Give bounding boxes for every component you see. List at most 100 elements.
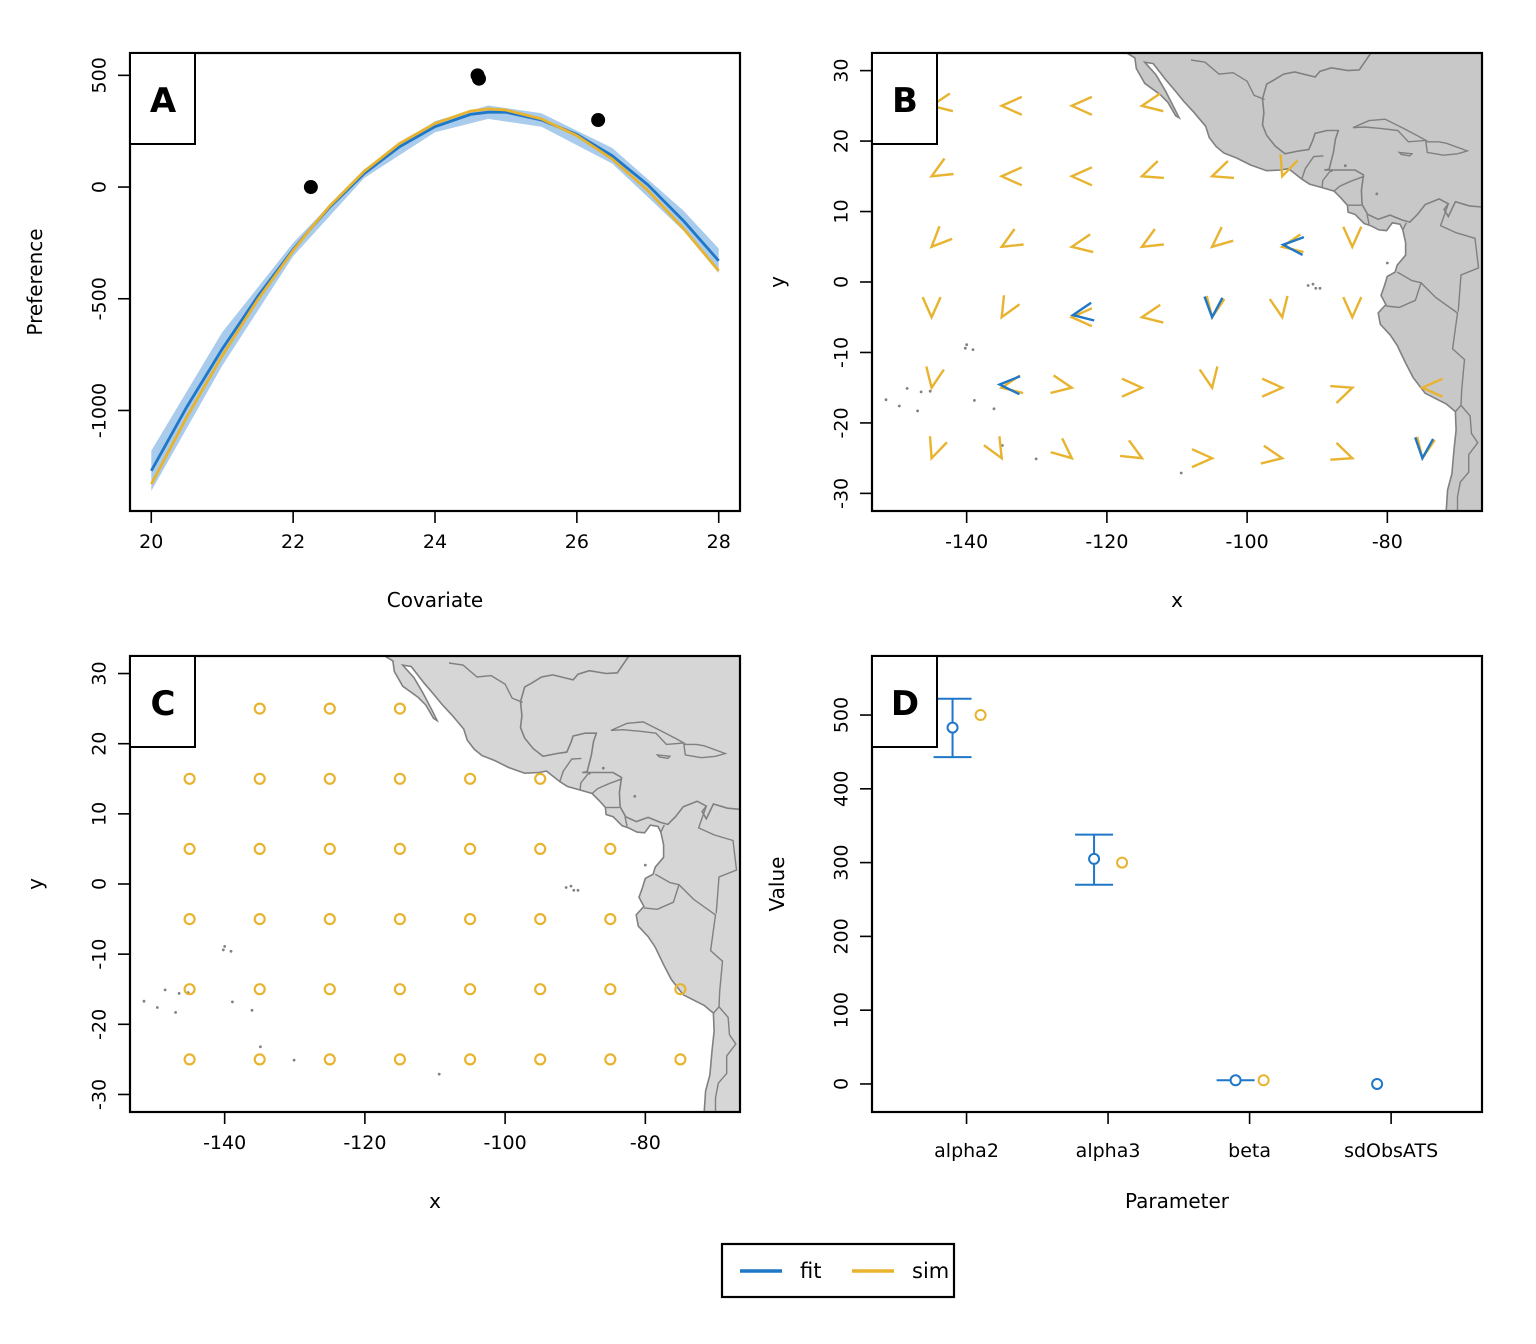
panel-c-point-22 [604,912,617,926]
panel-c-point-0 [253,702,266,715]
panel-a-line-sim [150,107,720,485]
panel-b-islet-0 [1306,284,1310,287]
panel-c-point-12 [393,842,406,856]
panel-b-arrow-sim-1-5 [1261,377,1286,398]
panel-c-point-37 [604,1053,617,1066]
panel-b-arrow-sim-2-6 [1342,296,1363,321]
panel-c-ytick-label-2: -10 [89,939,111,970]
panel-c-island-0 [610,721,687,746]
panel-c-islet-5 [177,992,181,995]
panel-b-border-8 [1420,282,1466,413]
panel-c-point-6 [393,772,406,785]
panel-c-point-10 [253,842,266,856]
panel-c-point-4 [253,772,266,785]
panel-b-islet-2 [1314,286,1318,290]
panel-d-fit-point-2 [1229,1074,1242,1087]
panel-b-letter-box [871,52,938,145]
panel-b-arrow-sim-2-0 [921,296,942,321]
panel-b-xtick-label-3: -80 [1372,531,1403,553]
panel-b-islet-10 [884,398,888,402]
panel-c-point-21 [534,912,547,926]
panel-b-arrow-fit-1 [1070,301,1095,322]
panel-a-point-3 [591,113,606,128]
panel-b-arrow-sim-2-2 [1068,307,1093,328]
panel-b-arrow-sim-3-2 [1068,233,1094,254]
panel-b-island-2 [1397,151,1414,157]
panel-c-point-20 [464,912,477,926]
panel-c-border-3 [591,778,623,795]
panel-c-point-16 [183,912,196,926]
panel-c-border-5 [624,816,628,827]
panel-c-islet-14 [250,1008,254,1012]
panel-b-border-10 [1456,404,1479,511]
panel-c-point-3 [183,772,196,785]
panel-b-islet-4 [905,387,909,390]
panel-b-islet-20 [1385,261,1389,265]
panel-d: alpha2 alpha3 beta sdObsATS 0 100 200 300 400 500… [765,654,1484,1213]
panel-c-islet-0 [564,886,568,889]
panel-c-border-6 [660,824,665,833]
panel-c-point-2 [393,702,406,715]
panel-b-xtick-label-1: -120 [1085,531,1128,553]
panel-b-arrow-sim-3-3 [1139,228,1164,249]
panel-b-arrow-sim-3-0 [929,225,953,249]
panel-c-ylabel: y [23,878,47,890]
panel-d-sim-point-0 [974,709,987,722]
panel-c-point-19 [393,912,406,926]
panel-d-xtick-label-3: sdObsATS [1344,1140,1438,1162]
panel-c-point-26 [393,983,406,996]
panel-b-land [884,53,1482,511]
panel-b-arrow-sim-1-7 [1419,377,1443,398]
panel-b-border-0 [1190,59,1265,101]
panel-b-islet-1 [1311,282,1315,286]
panel-b-arrow-sim-0-3 [1119,439,1145,460]
panel-a-xtick-label-0: 20 [139,531,163,553]
panel-b-border-1 [1301,155,1324,180]
panel-c-islet-4 [163,988,167,992]
panel-a-ylabel: Preference [23,228,47,335]
panel-b-ytick-label-3: 0 [831,276,853,288]
panel-b-arrow-sim-0-1 [983,436,1004,461]
panel-b-ytick-label-4: 10 [831,199,853,223]
panel-b-islet-19 [1343,164,1347,168]
panel-c-point-15 [604,842,617,856]
panel-c-islet-19 [601,766,605,770]
panel-a-letter: A [150,81,177,121]
panel-c-point-18 [323,912,336,926]
panel-c-point-36 [534,1053,547,1066]
panel-b-ytick-label-1: -20 [831,407,853,438]
panel-c-letter: C [151,684,176,724]
panel-b-border-6 [1402,222,1407,231]
panel-c-plot-area [142,656,740,1112]
panel-c-land [142,656,740,1112]
panel-b-letter: B [892,81,918,121]
panel-b-ytick-label-6: 30 [831,59,853,83]
panel-b-arrow-fit-4 [1414,437,1435,462]
panel-c-point-7 [464,772,477,785]
panel-c-xtick-label-1: -120 [343,1132,386,1154]
panel-a-ytick-label-2: 0 [89,181,111,193]
panel-b-ylabel: y [765,276,789,288]
panel-c-xtick-label-2: -100 [484,1132,527,1154]
panel-d-ytick-label-0: 0 [831,1078,853,1090]
panel-c-islet-11 [155,1006,159,1009]
panel-b-arrow-sim-4-3 [1139,160,1164,180]
panel-b-arrow-sim-5-3 [1138,92,1164,113]
panel-b-xlabel: x [1171,588,1183,612]
panel-c-islet-17 [437,1072,441,1076]
panel-d-sim-point-2 [1257,1074,1270,1087]
panel-c-point-28 [534,983,547,996]
panel-c-islet-2 [572,888,576,892]
panel-b-arrow-sim-4-4 [1209,160,1235,180]
panel-c-border-2 [579,773,589,791]
panel-d-ylabel: Value [765,857,789,912]
panel-d-fit-point-1 [1088,852,1101,865]
panel-c-point-35 [464,1053,477,1066]
panel-b-islet-11 [897,404,901,408]
panel-b-arrow-sim-1-0 [925,366,945,391]
panel-a: 20 22 24 26 28 -1000 -500 0 500 Covariate Preferen… [23,51,742,612]
panel-b-xtick-label-0: -140 [945,531,988,553]
panel-b-ytick-label-0: -30 [831,478,853,509]
